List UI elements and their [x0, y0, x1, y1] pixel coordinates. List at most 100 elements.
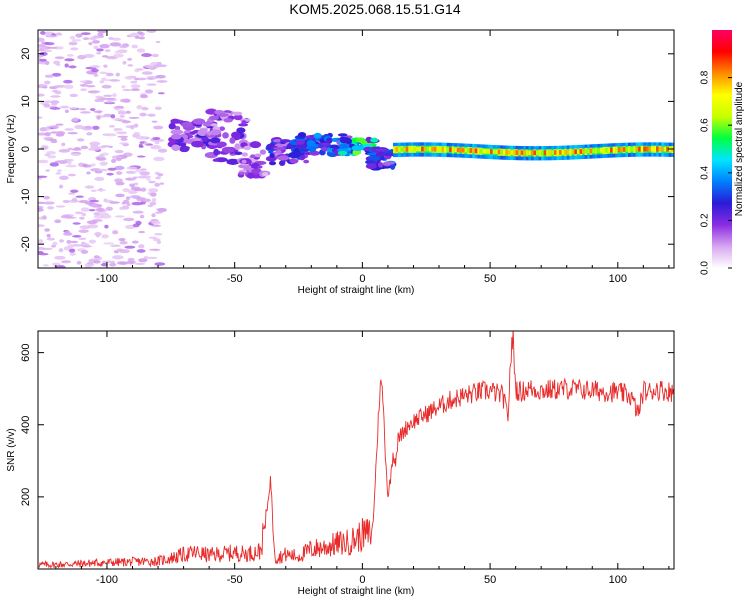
heatmap-cell [536, 150, 540, 156]
heatmap-cell [124, 224, 136, 230]
heatmap-cell [132, 223, 140, 228]
heatmap-cell [90, 65, 101, 68]
heatmap-cell [210, 123, 218, 127]
heatmap-cell [398, 146, 402, 152]
snr-x-tick-label: -50 [227, 574, 243, 586]
heatmap-cell [99, 161, 108, 166]
heatmap-cell [68, 65, 77, 69]
heatmap-cell [134, 69, 140, 73]
heatmap-cell [116, 171, 123, 175]
heatmap-cell [495, 149, 499, 155]
heatmap-cell [49, 107, 61, 110]
heatmap-cell [124, 245, 136, 249]
heatmap-cell [38, 49, 45, 52]
heatmap-cell [127, 57, 133, 61]
heatmap-cell [127, 64, 134, 67]
heatmap-cell [139, 112, 147, 117]
colorbar-tick-label: 0.8 [700, 70, 711, 84]
heatmap-cell [525, 150, 530, 156]
heatmap-cell [96, 189, 107, 192]
heatmap-cell [63, 84, 74, 89]
heatmap-cell [55, 265, 66, 268]
heatmap-cell [101, 77, 107, 81]
heatmap-cell [155, 75, 160, 79]
heatmap-cell [154, 182, 161, 187]
heatmap-cell [112, 230, 119, 235]
heatmap-cell [109, 42, 122, 47]
heatmap-cell [513, 150, 517, 155]
heatmap-cell [133, 131, 141, 136]
heatmap-cell [104, 49, 111, 52]
heatmap-cell [122, 188, 130, 193]
heatmap-cell [599, 148, 604, 153]
heatmap-cell [44, 42, 55, 46]
snr-x-tick-label: 100 [609, 574, 627, 586]
colorbar-tick-label: 0.4 [700, 165, 711, 179]
heatmap-cell [528, 150, 532, 156]
heatmap-cell [109, 262, 117, 267]
heatmap-cell [105, 72, 114, 77]
snr-x-axis-label: Height of straight line (km) [298, 586, 415, 597]
heatmap-cell [114, 178, 123, 183]
heatmap-cell [154, 106, 162, 111]
heatmap-cell [197, 129, 208, 137]
heatmap-cell [70, 240, 79, 244]
heatmap-x-tick-label: 100 [609, 273, 627, 285]
heatmap-cell [60, 215, 72, 219]
heatmap-cell [80, 32, 91, 36]
heatmap-cell [109, 201, 120, 204]
heatmap-cell [129, 195, 141, 199]
heatmap-cell [101, 55, 109, 58]
heatmap-cell [666, 146, 670, 152]
heatmap-cell [500, 149, 504, 155]
heatmap-cell [99, 44, 110, 49]
heatmap-cell [249, 141, 262, 149]
heatmap-cell [130, 80, 138, 84]
heatmap-cell [77, 55, 86, 60]
heatmap-cell [38, 38, 45, 42]
heatmap-cell [122, 89, 132, 92]
heatmap-cell [138, 230, 146, 234]
heatmap-cell [138, 244, 145, 249]
heatmap-cell [273, 138, 282, 143]
heatmap-cell [156, 61, 162, 66]
heatmap-cell [64, 63, 69, 68]
heatmap-y-tick-label: -20 [20, 236, 32, 252]
heatmap-cell [449, 147, 453, 152]
heatmap-cell [38, 201, 45, 205]
heatmap-cell [86, 220, 98, 225]
snr-y-tick-label: 600 [20, 343, 32, 361]
heatmap-cell [68, 248, 76, 253]
heatmap-cell [43, 49, 53, 52]
heatmap-cell [129, 183, 136, 188]
heatmap-cell [130, 88, 141, 92]
heatmap-cell [574, 149, 578, 155]
heatmap-cell [122, 60, 127, 65]
heatmap-cell [564, 149, 568, 155]
heatmap-cell [645, 146, 650, 152]
heatmap-cell [94, 95, 104, 99]
heatmap-cell [71, 117, 79, 122]
heatmap-cell [66, 54, 74, 57]
heatmap-cell [541, 150, 545, 156]
heatmap-cell [93, 255, 100, 259]
heatmap-cell [154, 141, 160, 145]
heatmap-cell [469, 148, 473, 153]
heatmap-cell [140, 94, 149, 99]
heatmap-cell [633, 146, 637, 152]
heatmap-cell [254, 168, 261, 173]
heatmap-cell [88, 239, 96, 244]
heatmap-cell [93, 73, 99, 77]
heatmap-cell [428, 146, 432, 152]
heatmap-cell [122, 217, 135, 222]
heatmap-cell [58, 149, 71, 153]
heatmap-cell [147, 77, 154, 80]
heatmap-cell [405, 146, 409, 152]
heatmap-cell [490, 149, 494, 154]
page-title: KOM5.2025.068.15.51.G14 [289, 1, 461, 17]
heatmap-cell [273, 146, 286, 151]
heatmap-cell [125, 110, 131, 114]
heatmap-cell [221, 146, 235, 154]
heatmap-cell [141, 71, 153, 75]
heatmap-cell [454, 147, 458, 153]
